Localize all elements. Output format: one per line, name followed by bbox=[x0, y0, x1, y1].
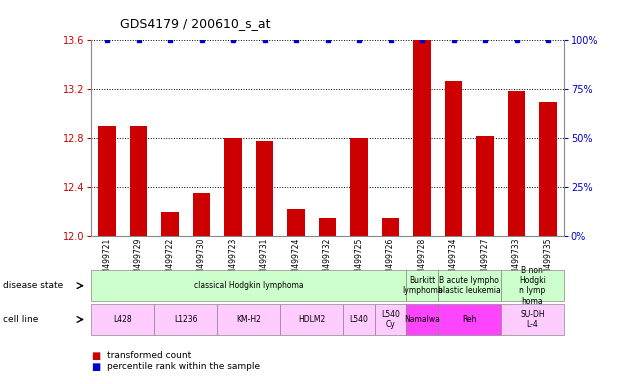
Text: cell line: cell line bbox=[3, 315, 38, 324]
Text: L540
Cy: L540 Cy bbox=[381, 310, 400, 329]
Bar bbox=[350, 138, 368, 236]
Bar bbox=[319, 218, 336, 236]
Text: Burkitt
lymphoma: Burkitt lymphoma bbox=[402, 276, 442, 295]
Text: SU-DH
L-4: SU-DH L-4 bbox=[520, 310, 545, 329]
Bar bbox=[287, 209, 305, 236]
Text: Reh: Reh bbox=[462, 315, 477, 324]
Text: L540: L540 bbox=[350, 315, 369, 324]
Bar bbox=[161, 212, 179, 236]
Text: classical Hodgkin lymphoma: classical Hodgkin lymphoma bbox=[194, 281, 304, 290]
Text: L1236: L1236 bbox=[174, 315, 198, 324]
Text: B non
Hodgki
n lymp
homa: B non Hodgki n lymp homa bbox=[519, 266, 546, 306]
Text: L428: L428 bbox=[113, 315, 132, 324]
Bar bbox=[539, 101, 557, 236]
Text: disease state: disease state bbox=[3, 281, 64, 290]
Text: HDLM2: HDLM2 bbox=[298, 315, 326, 324]
Bar bbox=[508, 91, 525, 236]
Text: transformed count: transformed count bbox=[107, 351, 192, 361]
Bar bbox=[224, 138, 242, 236]
Text: B acute lympho
blastic leukemia: B acute lympho blastic leukemia bbox=[438, 276, 501, 295]
Text: GDS4179 / 200610_s_at: GDS4179 / 200610_s_at bbox=[120, 17, 270, 30]
Bar bbox=[445, 81, 462, 236]
Text: KM-H2: KM-H2 bbox=[236, 315, 261, 324]
Text: percentile rank within the sample: percentile rank within the sample bbox=[107, 362, 260, 371]
Text: ■: ■ bbox=[91, 351, 101, 361]
Bar bbox=[256, 141, 273, 236]
Bar bbox=[193, 193, 210, 236]
Text: Namalwa: Namalwa bbox=[404, 315, 440, 324]
Bar bbox=[98, 126, 116, 236]
Bar bbox=[382, 218, 399, 236]
Text: ■: ■ bbox=[91, 362, 101, 372]
Bar bbox=[413, 40, 431, 236]
Bar bbox=[476, 136, 494, 236]
Bar bbox=[130, 126, 147, 236]
